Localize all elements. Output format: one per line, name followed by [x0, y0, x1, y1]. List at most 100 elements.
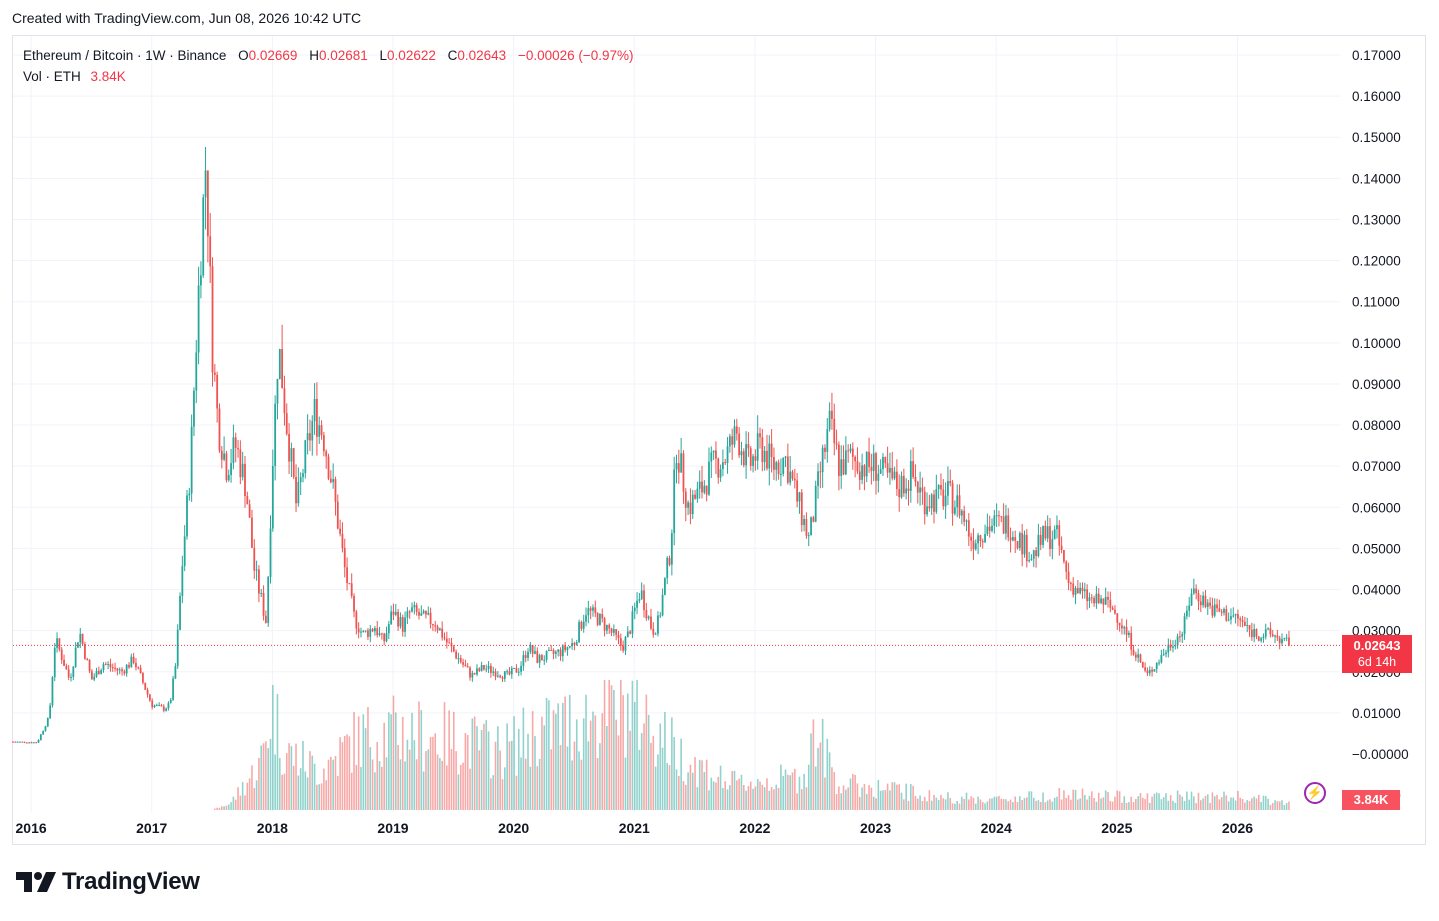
volume-bar [223, 806, 225, 810]
volume-bar [295, 743, 297, 810]
candle-body [694, 494, 696, 499]
candle-body [123, 671, 126, 674]
candle-body [803, 519, 805, 526]
volume-bar [459, 764, 462, 810]
candle-body [302, 473, 304, 478]
candle-body [299, 477, 302, 482]
candle-body [102, 664, 105, 670]
volume-bar [907, 801, 910, 810]
candle-body [283, 388, 286, 414]
candle-body [378, 633, 381, 636]
candle-body [1209, 602, 1211, 606]
candle-body [779, 474, 782, 476]
candle-body [508, 671, 511, 675]
volume-bar [724, 781, 727, 810]
candle-body [290, 448, 293, 462]
volume-bar [1086, 799, 1088, 810]
candle-body [810, 517, 812, 536]
candle-body [450, 642, 453, 647]
volume-bar [436, 754, 439, 810]
candle-body [436, 626, 439, 631]
candle-body [844, 450, 847, 475]
candle-body [427, 612, 430, 615]
lightning-icon[interactable]: ⚡ [1304, 782, 1326, 804]
volume-bar [910, 784, 912, 810]
volume-bar [1095, 801, 1098, 810]
candle-body [735, 426, 738, 434]
last-price-tag: 0.02643 6d 14h [1342, 635, 1412, 673]
volume-bar [1035, 800, 1037, 810]
candle-body [1216, 604, 1218, 609]
candle-body [258, 569, 260, 594]
volume-bar [1246, 800, 1249, 810]
volume-bar [457, 774, 460, 810]
volume-bar [311, 755, 314, 810]
candle-body [650, 616, 652, 629]
candle-body [1014, 537, 1017, 541]
candle-body [559, 649, 562, 657]
volume-bar [1165, 793, 1167, 810]
volume-bar [234, 799, 237, 810]
volume-bar [543, 725, 546, 810]
volume-bar [267, 748, 269, 810]
candle-body [445, 638, 448, 643]
volume-bar [979, 799, 982, 810]
volume-bar [545, 697, 548, 810]
symbol-label[interactable]: Ethereum / Bitcoin · 1W · Binance [23, 48, 227, 63]
candle-body [868, 451, 870, 467]
volume-bar [559, 745, 562, 810]
candle-body [434, 625, 437, 627]
candle-body [1104, 596, 1107, 605]
candle-body [770, 443, 773, 457]
candle-body [831, 410, 833, 419]
candle-body [67, 669, 70, 678]
candle-body [914, 476, 917, 482]
candle-body [1046, 526, 1049, 539]
x-tick-label: 2022 [739, 820, 770, 836]
x-tick-label: 2017 [136, 820, 167, 836]
volume-bar [522, 707, 525, 810]
candle-body [942, 489, 945, 507]
volume-bar [889, 790, 891, 810]
candle-body [775, 462, 778, 470]
volume-bar [492, 775, 495, 810]
candle-body [1083, 589, 1086, 592]
candle-body [661, 594, 664, 616]
volume-bar [1090, 791, 1093, 810]
candle-body [1179, 636, 1181, 638]
candle-body [724, 462, 727, 464]
candle-body [773, 456, 775, 470]
candle-body [828, 410, 831, 430]
volume-bar [557, 703, 559, 810]
candle-body [703, 485, 706, 493]
candle-body [1116, 613, 1119, 623]
volume-bar [1204, 795, 1207, 810]
volume-bar [935, 797, 938, 810]
volume-bar [1005, 799, 1007, 810]
volume-label[interactable]: Vol · ETH [23, 69, 81, 84]
candle-body [1172, 646, 1174, 648]
candle-body [675, 463, 678, 470]
candle-body [1271, 634, 1274, 637]
candle-body [949, 481, 952, 484]
volume-bar [501, 779, 504, 810]
volume-bar [682, 781, 685, 810]
candle-body [1234, 614, 1237, 616]
volume-bar [1206, 794, 1209, 810]
x-tick-label: 2016 [16, 820, 47, 836]
candle-body [870, 466, 873, 472]
candle-body [1076, 588, 1079, 594]
volume-bar [958, 803, 961, 810]
volume-bar [796, 793, 798, 810]
volume-bar [587, 741, 590, 810]
x-tick-label: 2025 [1101, 820, 1132, 836]
volume-bar [838, 786, 840, 810]
volume-bar [986, 801, 989, 810]
candle-body [995, 515, 998, 517]
volume-bar [763, 787, 766, 810]
volume-bar [1118, 791, 1121, 810]
candle-body [144, 682, 147, 690]
y-tick-label: 0.12000 [1352, 254, 1401, 269]
candle-body [1125, 626, 1128, 636]
